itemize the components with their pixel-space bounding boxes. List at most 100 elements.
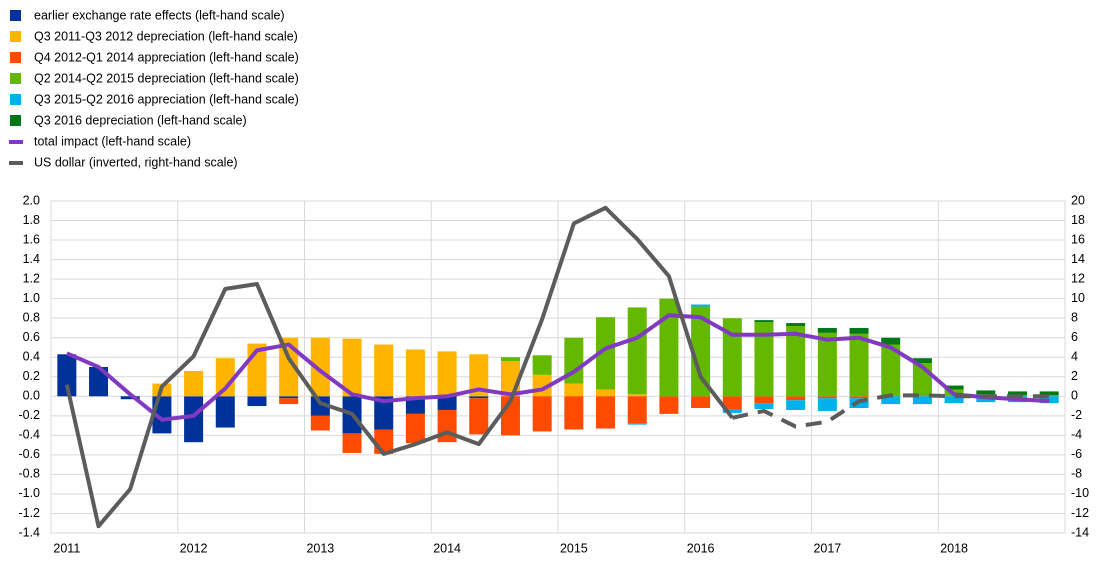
- bar-segment: [754, 396, 774, 404]
- bar-segment: [786, 400, 806, 410]
- bar-segment: [120, 396, 140, 400]
- bar-segment: [89, 367, 109, 397]
- y-tick-label: -0.6: [18, 447, 40, 461]
- bar-segment: [786, 396, 806, 401]
- legend-label: Q2 2014-Q2 2015 depreciation (left-hand …: [34, 71, 299, 85]
- y-tick-label: 1.4: [23, 252, 40, 266]
- line: [66, 313, 1050, 422]
- legend-swatch: [10, 115, 21, 126]
- y2-tick-label: 2: [1071, 369, 1078, 383]
- bar-segment: [817, 332, 837, 397]
- x-tick-label: 2013: [306, 541, 334, 555]
- y-tick-label: 2.0: [23, 193, 40, 207]
- bar-segment: [405, 349, 425, 397]
- bar-segment: [944, 396, 964, 404]
- y-tick-label: 1.0: [23, 291, 40, 305]
- y-tick-label: 0.0: [23, 389, 40, 403]
- y-tick-label: -1.2: [18, 506, 40, 520]
- legend-label: US dollar (inverted, right-hand scale): [34, 155, 238, 169]
- legend-label: Q3 2016 depreciation (left-hand scale): [34, 113, 247, 127]
- bar-segment: [215, 358, 235, 397]
- y2-tick-label: -2: [1071, 408, 1082, 422]
- y-tick-label: 1.8: [23, 213, 40, 227]
- bar-segment: [279, 396, 299, 399]
- bar-segment: [881, 396, 901, 405]
- bar-segment: [786, 325, 806, 397]
- legend-swatch: [10, 52, 21, 63]
- bar-segment: [469, 354, 489, 397]
- bar-segment: [532, 355, 552, 375]
- bar-segment: [596, 396, 616, 429]
- y-tick-label: -0.8: [18, 467, 40, 481]
- bar-segment: [849, 396, 869, 399]
- y-tick-label: -1.4: [18, 525, 40, 539]
- bar-segment: [342, 433, 362, 453]
- y2-tick-label: 8: [1071, 310, 1078, 324]
- bar-segment: [881, 344, 901, 397]
- bar-segment: [405, 413, 425, 444]
- bar-segment: [532, 396, 552, 432]
- bar-segment: [786, 323, 806, 326]
- legend-swatch: [10, 94, 21, 105]
- bar-segment: [627, 423, 647, 425]
- bar-segment: [912, 358, 932, 364]
- legend-swatch: [10, 73, 21, 84]
- bar-segment: [310, 396, 330, 416]
- bar-segment: [849, 327, 869, 334]
- bar-segment: [817, 398, 837, 411]
- bar-segment: [184, 370, 204, 397]
- y-tick-label: 1.6: [23, 232, 40, 246]
- bar-segment: [437, 396, 457, 410]
- bar-segment: [215, 396, 235, 428]
- y-tick-label: 0.6: [23, 330, 40, 344]
- y2-tick-label: 10: [1071, 291, 1085, 305]
- bar-segment: [247, 396, 267, 407]
- y2-tick-label: -4: [1071, 428, 1082, 442]
- bar-segment: [564, 337, 584, 384]
- y-tick-label: -0.4: [18, 428, 40, 442]
- bar-segment: [754, 322, 774, 397]
- bar-segment: [722, 408, 742, 413]
- x-tick-label: 2012: [180, 541, 208, 555]
- line: [731, 393, 1050, 429]
- bar-segment: [342, 338, 362, 397]
- y2-tick-label: -12: [1071, 506, 1089, 520]
- bar-segment: [374, 396, 394, 430]
- x-tick-label: 2014: [433, 541, 461, 555]
- bar-segment: [817, 396, 837, 399]
- legend-swatch: [10, 10, 21, 21]
- bar-segment: [754, 403, 774, 409]
- bar-segment: [1007, 391, 1027, 396]
- bar-segment: [659, 396, 679, 414]
- bar-segment: [310, 337, 330, 397]
- bar-segment: [310, 415, 330, 431]
- y-tick-label: 0.2: [23, 369, 40, 383]
- legend-label: Q3 2011-Q3 2012 depreciation (left-hand …: [34, 29, 298, 43]
- y2-tick-label: -8: [1071, 467, 1082, 481]
- bar-segment: [1039, 395, 1059, 397]
- y2-tick-label: -10: [1071, 486, 1089, 500]
- y2-tick-label: 12: [1071, 271, 1085, 285]
- bar-segment: [691, 396, 711, 409]
- y2-tick-label: 18: [1071, 213, 1085, 227]
- bar-segment: [469, 396, 489, 399]
- x-tick-label: 2016: [687, 541, 715, 555]
- bar-segment: [627, 394, 647, 397]
- plot-border: [50, 200, 1066, 534]
- x-tick-label: 2015: [560, 541, 588, 555]
- bar-segment: [596, 389, 616, 397]
- bar-segment: [57, 354, 77, 397]
- bar-segment: [500, 357, 520, 362]
- y2-tick-label: -6: [1071, 447, 1082, 461]
- bar-segment: [722, 396, 742, 409]
- y-tick-label: -0.2: [18, 408, 40, 422]
- bar-segment: [754, 320, 774, 323]
- y2-tick-label: 6: [1071, 330, 1078, 344]
- bar-segment: [976, 390, 996, 395]
- bar-segment: [437, 351, 457, 397]
- bar-segment: [184, 396, 204, 443]
- bar-segment: [374, 344, 394, 397]
- bar-segment: [944, 385, 964, 390]
- bar-segment: [469, 398, 489, 435]
- bar-segment: [279, 398, 299, 405]
